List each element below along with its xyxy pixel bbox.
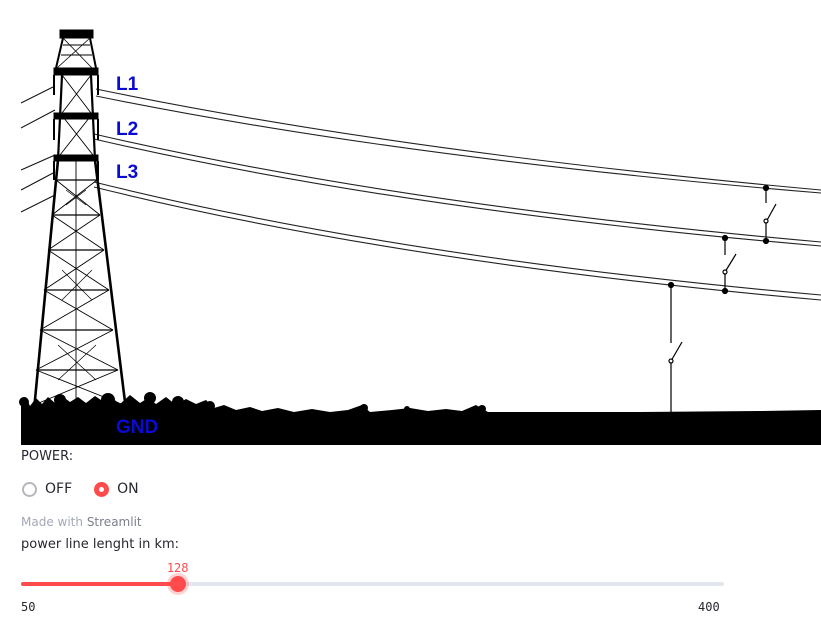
slider-value-label: 128 bbox=[166, 561, 189, 575]
power-option-off[interactable]: OFF bbox=[22, 481, 72, 497]
length-slider-track[interactable] bbox=[21, 576, 724, 592]
power-caption: POWER: bbox=[21, 449, 74, 464]
label-l3: L3 bbox=[116, 162, 138, 183]
slider-caption: power line lenght in km: bbox=[21, 537, 180, 552]
length-slider-fill bbox=[21, 582, 178, 586]
slider-max-label: 400 bbox=[698, 600, 720, 614]
fault-switches bbox=[667, 184, 777, 412]
ground-silhouette bbox=[19, 392, 821, 445]
power-option-off-label: OFF bbox=[45, 481, 73, 497]
length-slider-thumb[interactable] bbox=[169, 576, 186, 592]
power-line-illustration: L1 L2 L3 GND bbox=[19, 29, 821, 445]
radio-off-indicator[interactable] bbox=[22, 481, 37, 497]
streamlit-link[interactable]: Streamlit bbox=[86, 515, 142, 529]
made-with-text: Made with bbox=[21, 515, 83, 529]
power-option-on-label: ON bbox=[117, 481, 139, 497]
power-option-on[interactable]: ON bbox=[94, 481, 139, 497]
label-l2: L2 bbox=[116, 119, 138, 140]
made-with-footer: Made with Streamlit bbox=[21, 515, 142, 529]
transmission-lines bbox=[93, 88, 821, 301]
label-gnd: GND bbox=[116, 417, 158, 438]
transmission-tower bbox=[32, 29, 128, 411]
slider-min-label: 50 bbox=[21, 600, 36, 614]
power-radio-group: OFF ON bbox=[22, 481, 139, 497]
radio-on-indicator[interactable] bbox=[94, 481, 110, 497]
left-cable-stubs bbox=[20, 85, 56, 213]
label-l1: L1 bbox=[116, 74, 139, 95]
